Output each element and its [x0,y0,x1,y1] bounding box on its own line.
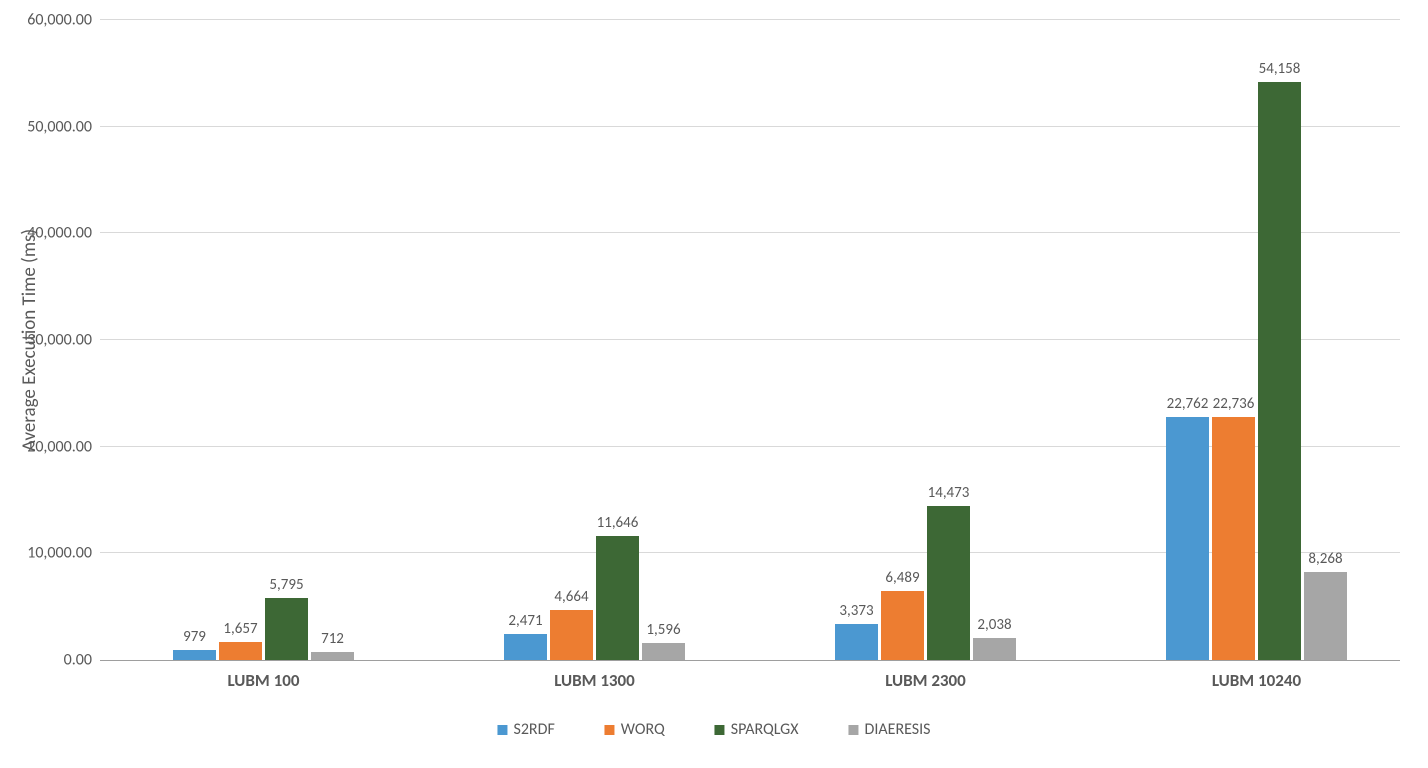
plot-area: 9791,6575,795712 2,4714,66411,6461,596 3,3… [100,20,1400,661]
bar-value-label: 54,158 [1240,60,1320,78]
legend-swatch [849,725,859,735]
bar [219,642,262,660]
bar [881,591,924,660]
bar-value-label: 14,473 [909,484,989,502]
category-label: LUBM 100 [228,670,300,691]
bar [504,634,547,660]
bar-value-label: 712 [293,630,373,648]
legend-label: SPARQLGX [731,720,799,739]
legend-item: SPARQLGX [715,720,799,739]
bar-group: 3,3736,48914,4732,038 [835,20,1016,660]
y-tick-label: 10,000.00 [2,544,92,563]
bar-group: 22,76222,73654,1588,268 [1166,20,1347,660]
bar [973,638,1016,660]
legend-item: WORQ [605,720,665,739]
legend-label: DIAERESIS [865,720,931,739]
bar [927,506,970,660]
bar [311,652,354,660]
category-label: LUBM 2300 [885,670,966,691]
legend-item: S2RDF [497,720,554,739]
bar [835,624,878,660]
bar-value-label: 2,038 [955,616,1035,634]
category-label: LUBM 1300 [554,670,635,691]
bar [1212,417,1255,660]
bar [596,536,639,660]
bar-value-label: 1,596 [624,621,704,639]
y-tick-label: 40,000.00 [2,224,92,243]
y-tick-label: 30,000.00 [2,331,92,350]
y-tick-label: 60,000.00 [2,11,92,30]
legend-item: DIAERESIS [849,720,931,739]
y-tick-label: 0.00 [2,651,92,670]
category-label: LUBM 10240 [1212,670,1301,691]
bar [642,643,685,660]
bar [1258,82,1301,660]
legend-swatch [715,725,725,735]
legend-label: S2RDF [513,720,554,739]
bar [173,650,216,660]
y-tick-label: 20,000.00 [2,437,92,456]
bar-group: 2,4714,66411,6461,596 [504,20,685,660]
bar [550,610,593,660]
bar-value-label: 8,268 [1286,550,1366,568]
y-tick-label: 50,000.00 [2,117,92,136]
bar-group: 9791,6575,795712 [173,20,354,660]
legend-label: WORQ [621,720,665,739]
legend-swatch [497,725,507,735]
bar [1304,572,1347,660]
legend-swatch [605,725,615,735]
bar-value-label: 5,795 [247,576,327,594]
bar [265,598,308,660]
bar-value-label: 11,646 [578,514,658,532]
bar [1166,417,1209,660]
chart-container: Average Execution Time (ms) 9791,6575,79… [0,0,1428,768]
legend: S2RDF WORQ SPARQLGX DIAERESIS [497,720,930,739]
